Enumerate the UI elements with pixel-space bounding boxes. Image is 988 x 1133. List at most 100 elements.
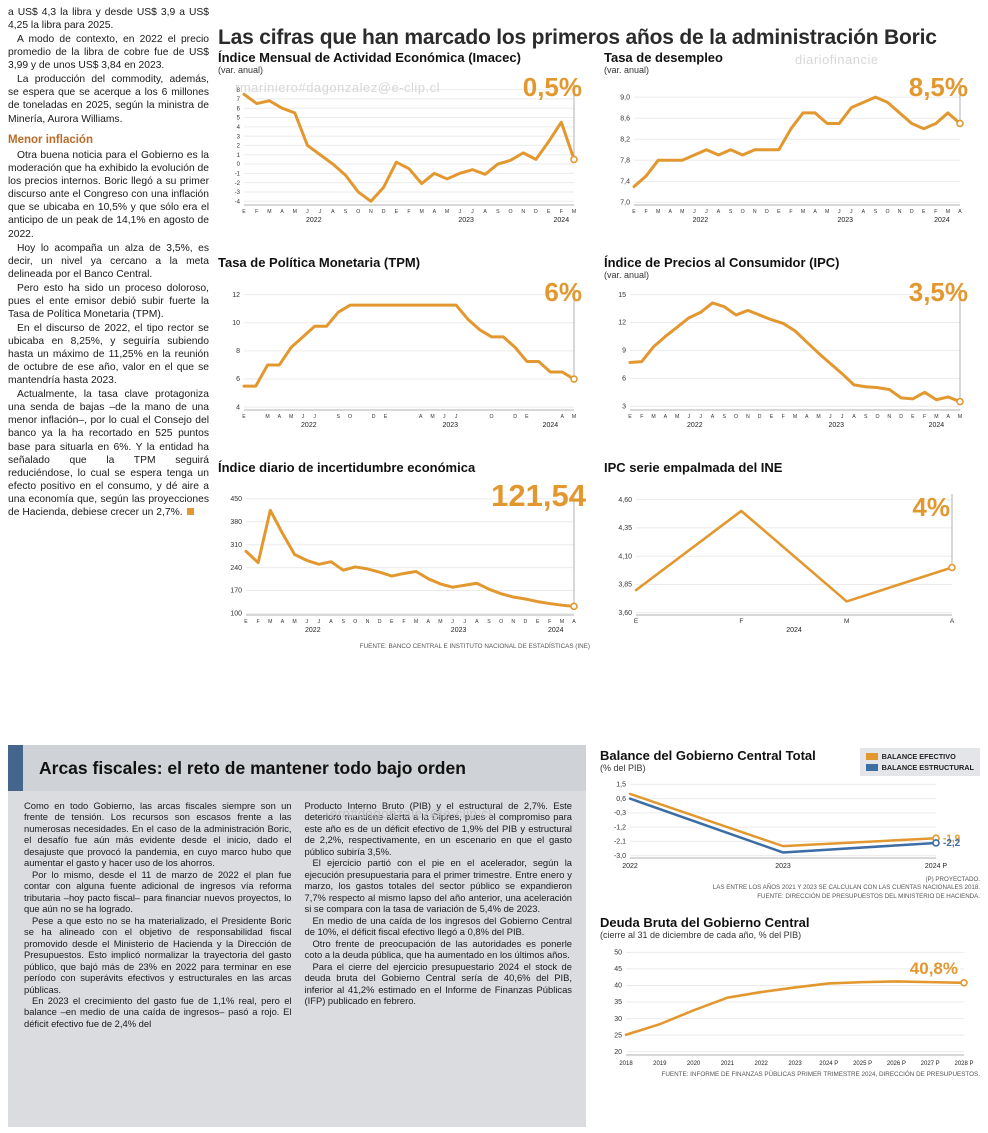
svg-text:A: A (433, 209, 437, 215)
article-paragraph: La producción del commodity, además, se … (8, 74, 209, 125)
svg-text:N: N (521, 209, 525, 215)
svg-text:F: F (560, 209, 563, 215)
svg-text:-0,3: -0,3 (614, 810, 626, 817)
svg-text:2022: 2022 (622, 863, 638, 870)
fiscal-column-1: Como en todo Gobierno, las arcas fiscale… (24, 800, 292, 1029)
chart-subtitle: (var. anual) (218, 65, 264, 75)
chart-card-ipc: Índice de Precios al Consumidor (IPC) (v… (604, 255, 976, 436)
svg-text:1,5: 1,5 (616, 782, 626, 789)
svg-text:J: J (705, 209, 708, 215)
svg-text:E: E (395, 209, 399, 215)
svg-text:0: 0 (237, 162, 241, 168)
svg-text:E: E (547, 209, 551, 215)
svg-text:N: N (511, 619, 515, 625)
article-paragraph: Otra buena noticia para el Gobierno es l… (8, 150, 209, 240)
svg-text:-1,2: -1,2 (614, 824, 626, 831)
svg-text:J: J (838, 209, 841, 215)
svg-text:F: F (407, 209, 410, 215)
svg-text:2018: 2018 (619, 1061, 633, 1067)
svg-text:A: A (331, 209, 335, 215)
chart-subtitle: (var. anual) (604, 65, 650, 75)
fiscal-paragraph: El ejercicio partió con el pie en el ace… (304, 857, 573, 915)
svg-text:M: M (934, 414, 938, 420)
deuda-plot: 50 45 40 35 30 25 20 2018 2019 2020 2021 2022 2023 20… (600, 941, 980, 1069)
svg-text:F: F (640, 414, 643, 420)
svg-text:E: E (777, 209, 781, 215)
svg-text:2023: 2023 (838, 217, 854, 224)
svg-text:100: 100 (230, 611, 242, 618)
svg-text:J: J (463, 619, 466, 625)
svg-text:2024: 2024 (929, 422, 945, 429)
svg-text:A: A (717, 209, 721, 215)
svg-text:S: S (874, 209, 878, 215)
svg-text:E: E (628, 414, 632, 420)
svg-text:O: O (509, 209, 513, 215)
chart-card-ipc-ine: IPC serie empalmada del INE 4% 4,60 4,35 4… (604, 460, 976, 650)
article-paragraph: A modo de contexto, en 2022 el precio pr… (8, 34, 209, 72)
svg-text:S: S (341, 619, 345, 625)
svg-text:4,60: 4,60 (618, 497, 632, 504)
fiscal-paragraph: En medio de una caída de los ingresos de… (304, 914, 573, 938)
svg-text:O: O (356, 209, 360, 215)
svg-text:M: M (560, 619, 564, 625)
svg-text:E: E (911, 414, 915, 420)
article-paragraph: En el discurso de 2022, el tipo rector s… (8, 322, 209, 387)
svg-text:2024: 2024 (548, 627, 564, 634)
svg-text:7: 7 (237, 97, 241, 103)
svg-text:J: J (693, 209, 696, 215)
fiscal-paragraph: Producto Interno Bruto (PIB) y el estruc… (304, 800, 573, 857)
svg-text:E: E (525, 414, 529, 420)
svg-text:M: M (414, 619, 418, 625)
svg-text:30: 30 (614, 1016, 622, 1023)
article-paragraph: Pero esto ha sido un proceso doloroso, p… (8, 282, 209, 320)
svg-text:A: A (475, 619, 479, 625)
svg-text:E: E (922, 209, 926, 215)
svg-text:J: J (313, 414, 316, 420)
svg-text:M: M (793, 414, 797, 420)
svg-text:A: A (329, 619, 333, 625)
svg-text:4,35: 4,35 (618, 525, 632, 532)
svg-text:3: 3 (622, 403, 626, 410)
desempleo-plot: 9,0 8,6 8,2 7,8 7,4 7,0 E F M A M J J A S O N D E F M A M J J A S O… (604, 76, 976, 231)
svg-text:2022: 2022 (687, 422, 703, 429)
svg-text:M: M (656, 209, 660, 215)
svg-text:F: F (739, 618, 743, 625)
svg-text:10: 10 (232, 320, 240, 327)
svg-text:J: J (451, 619, 454, 625)
svg-text:A: A (958, 209, 962, 215)
svg-text:4: 4 (236, 404, 240, 411)
svg-text:310: 310 (230, 542, 242, 549)
svg-text:E: E (390, 619, 394, 625)
svg-text:4: 4 (237, 125, 241, 131)
chart-card-desempleo: Tasa de desempleo (var. anual) 8,5% 9,0 8… (604, 50, 976, 231)
svg-text:J: J (306, 209, 309, 215)
footnote: FUENTE: DIRECCIÓN DE PRESUPUESTOS DEL MI… (757, 892, 980, 900)
svg-text:-3,0: -3,0 (614, 853, 626, 860)
svg-text:D: D (534, 209, 538, 215)
svg-text:S: S (487, 619, 491, 625)
svg-text:E: E (632, 209, 636, 215)
svg-text:D: D (758, 414, 762, 420)
svg-text:S: S (864, 414, 868, 420)
fiscal-paragraph: Como en todo Gobierno, las arcas fiscale… (24, 800, 292, 869)
svg-text:E: E (242, 209, 246, 215)
ipc-ine-plot: 4,60 4,35 4,10 3,85 3,60 E F M A 2024 (604, 486, 976, 641)
svg-text:D: D (910, 209, 914, 215)
svg-text:M: M (825, 209, 829, 215)
svg-text:2022: 2022 (306, 217, 322, 224)
chart-title: Tasa de desempleo (604, 50, 723, 65)
svg-text:2028 P: 2028 P (954, 1061, 973, 1067)
svg-text:A: A (572, 619, 576, 625)
chart-legend: BALANCE EFECTIVO BALANCE ESTRUCTURAL (859, 748, 980, 776)
svg-text:F: F (257, 619, 260, 625)
svg-text:F: F (255, 209, 258, 215)
svg-text:N: N (753, 209, 757, 215)
fiscal-title: Arcas fiscales: el reto de mantener todo… (39, 757, 466, 778)
svg-text:J: J (841, 414, 844, 420)
svg-text:-2,2: -2,2 (943, 838, 961, 849)
svg-text:M: M (430, 414, 434, 420)
svg-text:40: 40 (614, 983, 622, 990)
svg-text:M: M (289, 414, 293, 420)
chart-source-note: FUENTE: INFORME DE FINANZAS PÚBLICAS PRI… (661, 1071, 980, 1078)
